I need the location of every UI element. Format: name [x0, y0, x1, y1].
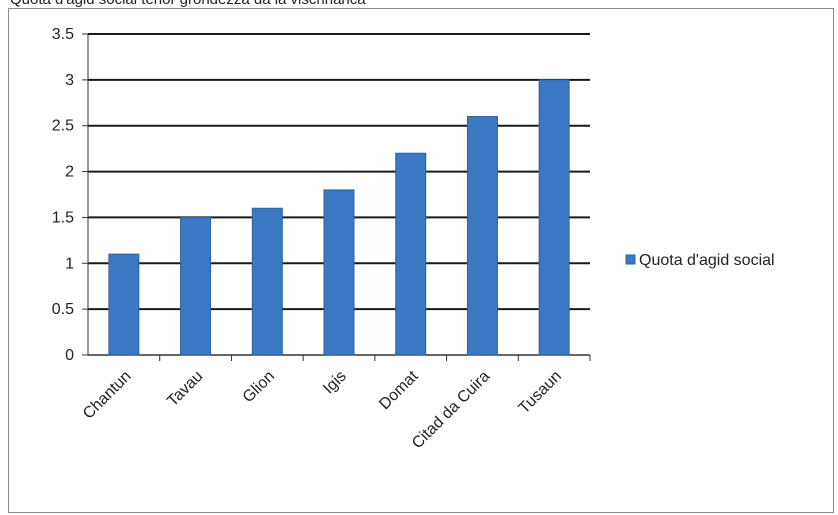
- y-tick-label: 0.5: [52, 301, 74, 318]
- x-tick-label: Glion: [240, 368, 278, 406]
- y-tick-label: 2: [65, 164, 74, 181]
- bar: [251, 207, 283, 356]
- chart-caption: Quota d'agid social tenor grondezza da l…: [10, 0, 366, 8]
- x-tick-label: Tusaun: [516, 368, 565, 417]
- x-tick-label: Igis: [320, 368, 350, 398]
- x-tick-label: Citad da Cuira: [409, 368, 493, 452]
- bar: [395, 152, 427, 356]
- bar: [538, 79, 570, 356]
- y-tick-label: 1.5: [52, 209, 74, 226]
- bar: [108, 253, 140, 356]
- x-tick-label: Tavau: [164, 368, 206, 410]
- y-tick-label: 2.5: [52, 118, 74, 135]
- y-tick-label: 3: [65, 72, 74, 89]
- bar: [180, 216, 212, 356]
- legend-swatch: [625, 254, 636, 265]
- bar: [466, 116, 498, 356]
- y-tick-label: 3.5: [52, 26, 74, 43]
- y-tick-label: 0: [65, 347, 74, 364]
- x-tick-label: Chantun: [80, 368, 135, 423]
- bar: [323, 189, 355, 356]
- y-tick-label: 1: [65, 255, 74, 272]
- legend-label: Quota d'agid social: [639, 252, 775, 269]
- x-tick-label: Domat: [376, 367, 422, 413]
